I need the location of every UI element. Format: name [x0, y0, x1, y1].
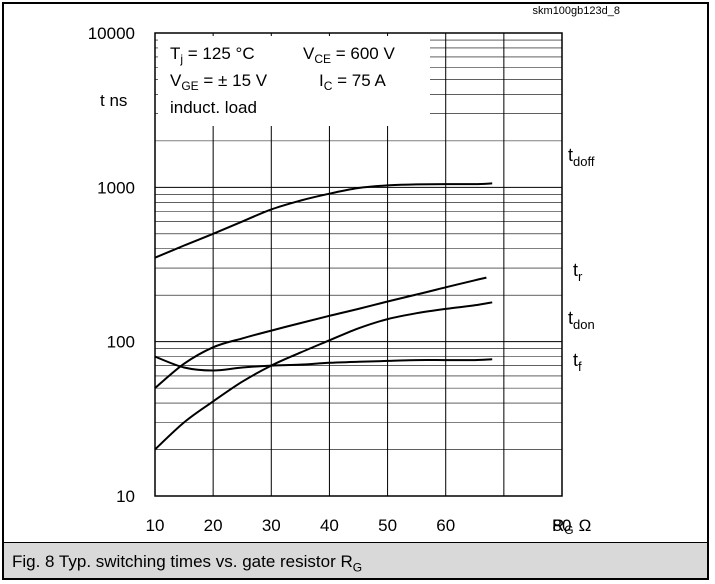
x-tick-label: 80	[553, 516, 572, 535]
plot-area	[154, 32, 563, 497]
series-label-tdon: tdon	[568, 308, 595, 332]
condition-vge: VGE = ± 15 V	[170, 71, 268, 93]
series-line-tf	[154, 355, 493, 372]
x-tick-label: 50	[378, 516, 397, 535]
y-tick-label: 1000	[97, 178, 135, 197]
caption-bar: Fig. 8 Typ. switching times vs. gate res…	[2, 542, 709, 580]
series-layer	[154, 182, 493, 451]
series-label-tr: tr	[573, 260, 583, 284]
tick-labels: 10 20 30 40 50 60 80 10 100 1000 10000	[88, 24, 572, 535]
condition-tj: Tj = 125 °C	[170, 44, 255, 66]
x-tick-label: 10	[146, 516, 165, 535]
x-tick-label: 60	[436, 516, 455, 535]
y-axis-label: t ns	[100, 91, 127, 110]
condition-load: induct. load	[170, 98, 257, 117]
series-line-tdon	[154, 301, 493, 451]
conditions-box	[158, 36, 430, 126]
figure-caption: Fig. 8 Typ. switching times vs. gate res…	[12, 552, 363, 575]
series-label-tdoff: tdoff	[568, 145, 595, 169]
condition-vce: VCE = 600 V	[303, 44, 395, 66]
x-tick-label: 40	[320, 516, 339, 535]
series-line-tdoff	[154, 182, 493, 259]
x-tick-label: 30	[262, 516, 281, 535]
condition-ic: IC = 75 A	[319, 71, 386, 93]
series-label-tf: tf	[573, 350, 582, 374]
x-tick-label: 20	[204, 516, 223, 535]
y-tick-label: 10	[116, 487, 135, 506]
y-tick-label: 100	[107, 333, 135, 352]
grid	[155, 33, 562, 496]
y-tick-label: 10000	[88, 24, 135, 43]
series-line-tr	[154, 276, 487, 389]
figure-id: skm100gb123d_8	[533, 5, 620, 17]
x-axis-label: RG Ω	[552, 516, 591, 537]
